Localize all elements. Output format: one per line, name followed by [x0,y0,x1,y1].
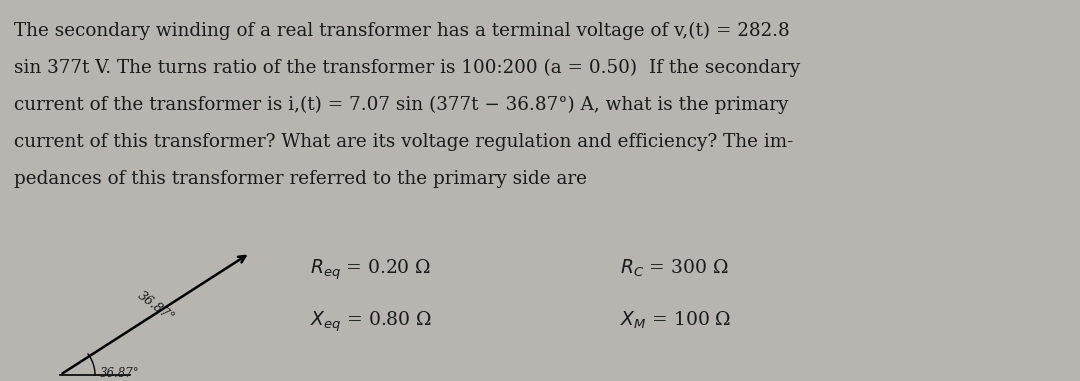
Text: $X_M$ = 100 Ω: $X_M$ = 100 Ω [620,310,731,331]
Text: $R_C$ = 300 Ω: $R_C$ = 300 Ω [620,258,729,279]
Text: sin 377t V. The turns ratio of the transformer is 100:200 (a = 0.50)  If the sec: sin 377t V. The turns ratio of the trans… [14,59,800,77]
Text: current of this transformer? What are its voltage regulation and efficiency? The: current of this transformer? What are it… [14,133,793,151]
Text: $R_{eq}$ = 0.20 Ω: $R_{eq}$ = 0.20 Ω [310,258,431,282]
Text: 36.87°: 36.87° [100,367,139,380]
Text: pedances of this transformer referred to the primary side are: pedances of this transformer referred to… [14,170,588,188]
Text: current of the transformer is i,(t) = 7.07 sin (377t − 36.87°) A, what is the pr: current of the transformer is i,(t) = 7.… [14,96,788,114]
Text: 52: 52 [35,380,65,381]
Text: 36.87°: 36.87° [135,288,177,324]
Text: $X_{eq}$ = 0.80 Ω: $X_{eq}$ = 0.80 Ω [310,310,432,335]
Text: The secondary winding of a real transformer has a terminal voltage of v,(t) = 28: The secondary winding of a real transfor… [14,22,789,40]
